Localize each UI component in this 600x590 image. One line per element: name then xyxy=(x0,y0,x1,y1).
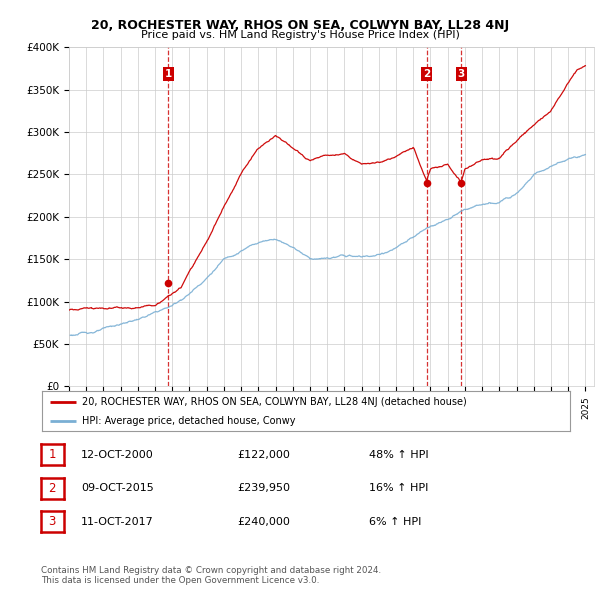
Text: 2: 2 xyxy=(49,481,56,495)
Text: 3: 3 xyxy=(49,515,56,529)
Text: 09-OCT-2015: 09-OCT-2015 xyxy=(81,483,154,493)
Text: Price paid vs. HM Land Registry's House Price Index (HPI): Price paid vs. HM Land Registry's House … xyxy=(140,30,460,40)
Text: 20, ROCHESTER WAY, RHOS ON SEA, COLWYN BAY, LL28 4NJ: 20, ROCHESTER WAY, RHOS ON SEA, COLWYN B… xyxy=(91,19,509,32)
Text: 12-OCT-2000: 12-OCT-2000 xyxy=(81,450,154,460)
Text: 3: 3 xyxy=(457,70,465,79)
Text: HPI: Average price, detached house, Conwy: HPI: Average price, detached house, Conw… xyxy=(82,416,295,425)
Text: £122,000: £122,000 xyxy=(237,450,290,460)
Text: 16% ↑ HPI: 16% ↑ HPI xyxy=(369,483,428,493)
Text: 2: 2 xyxy=(423,70,430,79)
Text: 11-OCT-2017: 11-OCT-2017 xyxy=(81,517,154,527)
Text: Contains HM Land Registry data © Crown copyright and database right 2024.
This d: Contains HM Land Registry data © Crown c… xyxy=(41,566,381,585)
Text: 48% ↑ HPI: 48% ↑ HPI xyxy=(369,450,428,460)
Text: 1: 1 xyxy=(165,70,172,79)
Text: 20, ROCHESTER WAY, RHOS ON SEA, COLWYN BAY, LL28 4NJ (detached house): 20, ROCHESTER WAY, RHOS ON SEA, COLWYN B… xyxy=(82,397,466,407)
Text: £239,950: £239,950 xyxy=(237,483,290,493)
Text: 1: 1 xyxy=(49,448,56,461)
Text: £240,000: £240,000 xyxy=(237,517,290,527)
Text: 6% ↑ HPI: 6% ↑ HPI xyxy=(369,517,421,527)
